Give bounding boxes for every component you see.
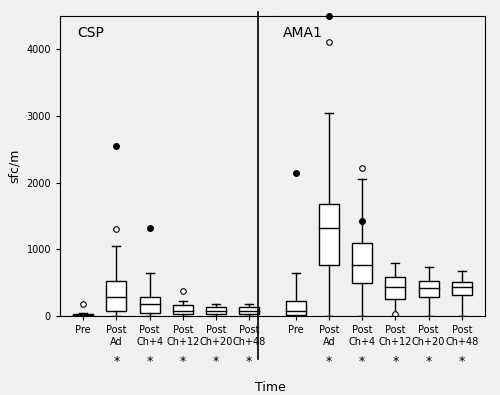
Y-axis label: sfc/m: sfc/m (8, 149, 21, 183)
Bar (240, 307, 259, 314)
Text: *: * (180, 355, 186, 368)
Bar (352, 243, 372, 283)
Bar (452, 282, 471, 295)
Text: *: * (146, 355, 153, 368)
Bar (386, 277, 406, 299)
Text: CSP: CSP (77, 26, 104, 40)
Text: *: * (213, 355, 219, 368)
Bar (173, 305, 193, 314)
Bar (286, 301, 306, 315)
Bar (206, 307, 226, 314)
Text: AMA1: AMA1 (283, 26, 323, 40)
Bar (74, 314, 93, 316)
Bar (319, 204, 339, 265)
Text: *: * (426, 355, 432, 368)
Text: *: * (392, 355, 398, 368)
Text: *: * (458, 355, 465, 368)
Text: *: * (114, 355, 119, 368)
Bar (418, 281, 438, 297)
Bar (140, 297, 160, 313)
Bar (106, 280, 126, 310)
Text: *: * (359, 355, 366, 368)
Text: Time: Time (254, 381, 286, 394)
Text: *: * (246, 355, 252, 368)
Text: *: * (326, 355, 332, 368)
